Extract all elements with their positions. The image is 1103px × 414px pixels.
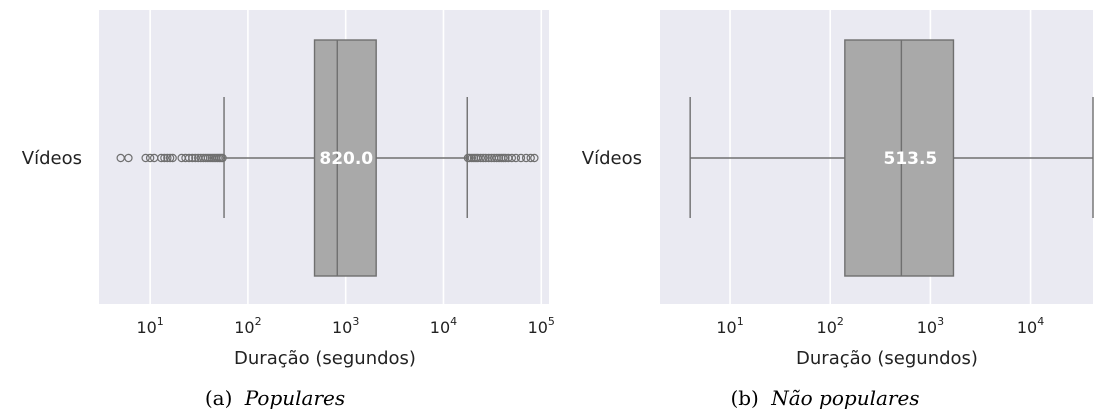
tick-base: 10 bbox=[1017, 318, 1037, 337]
tick-exponent: 2 bbox=[837, 315, 844, 328]
x-tick-label: 102 bbox=[817, 315, 844, 337]
tick-base: 10 bbox=[234, 318, 254, 337]
outlier-point bbox=[168, 153, 177, 163]
tick-exponent: 2 bbox=[255, 315, 262, 328]
category-label-a: Vídeos bbox=[22, 148, 82, 169]
tick-exponent: 3 bbox=[937, 315, 944, 328]
outlier-point bbox=[163, 153, 172, 163]
outlier-point bbox=[521, 153, 531, 163]
outlier-point bbox=[507, 153, 517, 163]
outlier-point bbox=[218, 153, 227, 163]
outliers-a bbox=[116, 153, 539, 163]
tick-exponent: 4 bbox=[1037, 315, 1044, 328]
outlier-point bbox=[494, 153, 504, 163]
x-tick-label: 103 bbox=[332, 315, 359, 337]
tick-base: 10 bbox=[917, 318, 937, 337]
tick-exponent: 4 bbox=[450, 315, 457, 328]
caption-b: (b) Não populares bbox=[730, 386, 919, 410]
x-tick-label: 102 bbox=[234, 315, 261, 337]
iqr-box bbox=[313, 39, 377, 277]
x-ticks-a: 101 102 103 104 105 bbox=[136, 315, 554, 337]
x-ticks-b: 101 102 103 104 bbox=[716, 315, 1044, 337]
chart-panel-a: 820.0 Vídeos 101 102 103 104 105 Duração (se… bbox=[22, 10, 555, 410]
tick-exponent: 1 bbox=[737, 315, 744, 328]
outlier-point bbox=[530, 153, 539, 163]
x-axis-label-b: Duração (segundos) bbox=[796, 348, 978, 369]
outlier-point bbox=[157, 153, 166, 163]
outlier-point bbox=[479, 153, 488, 163]
x-tick-label: 101 bbox=[136, 315, 163, 337]
tick-base: 10 bbox=[332, 318, 352, 337]
caption-a: (a) Populares bbox=[205, 386, 345, 410]
caption-prefix-b: (b) bbox=[730, 386, 758, 410]
median-label-a: 820.0 bbox=[319, 149, 373, 169]
x-axis-label-a: Duração (segundos) bbox=[234, 348, 416, 369]
median-label-b: 513.5 bbox=[883, 149, 937, 169]
outlier-point bbox=[516, 153, 526, 163]
outlier-point bbox=[165, 153, 175, 163]
tick-base: 10 bbox=[136, 318, 156, 337]
outlier-point bbox=[184, 153, 194, 163]
outlier-point bbox=[481, 153, 490, 163]
outlier-point bbox=[124, 153, 133, 163]
outlier-point bbox=[201, 153, 210, 163]
x-tick-label: 104 bbox=[430, 315, 457, 337]
boxplot-b bbox=[689, 39, 1094, 277]
caption-title-a: Populares bbox=[244, 386, 345, 410]
chart-panel-b: 513.5 Vídeos 101 102 103 104 Duração (segun… bbox=[582, 10, 1094, 410]
outlier-point bbox=[188, 153, 197, 163]
outlier-point bbox=[191, 153, 200, 163]
x-tick-label: 103 bbox=[917, 315, 944, 337]
tick-base: 10 bbox=[716, 318, 736, 337]
outlier-point bbox=[141, 153, 150, 163]
iqr-box bbox=[844, 39, 955, 277]
category-label-b: Vídeos bbox=[582, 148, 642, 169]
boxplot-a bbox=[223, 39, 468, 277]
outlier-point bbox=[145, 153, 155, 163]
x-tick-label: 101 bbox=[716, 315, 743, 337]
outlier-point bbox=[476, 153, 485, 163]
tick-base: 10 bbox=[817, 318, 837, 337]
outlier-point bbox=[160, 153, 169, 163]
outlier-point bbox=[526, 153, 535, 163]
caption-prefix-a: (a) bbox=[205, 386, 233, 410]
outlier-point bbox=[484, 153, 493, 163]
x-tick-label: 104 bbox=[1017, 315, 1044, 337]
tick-exponent: 1 bbox=[157, 315, 164, 328]
tick-base: 10 bbox=[528, 318, 548, 337]
caption-title-b: Não populares bbox=[770, 386, 919, 410]
tick-base: 10 bbox=[430, 318, 450, 337]
tick-exponent: 5 bbox=[548, 315, 555, 328]
x-tick-label: 105 bbox=[528, 315, 555, 337]
outlier-point bbox=[501, 153, 510, 163]
outlier-point bbox=[511, 153, 521, 163]
tick-exponent: 3 bbox=[352, 315, 359, 328]
outlier-point bbox=[465, 153, 474, 163]
